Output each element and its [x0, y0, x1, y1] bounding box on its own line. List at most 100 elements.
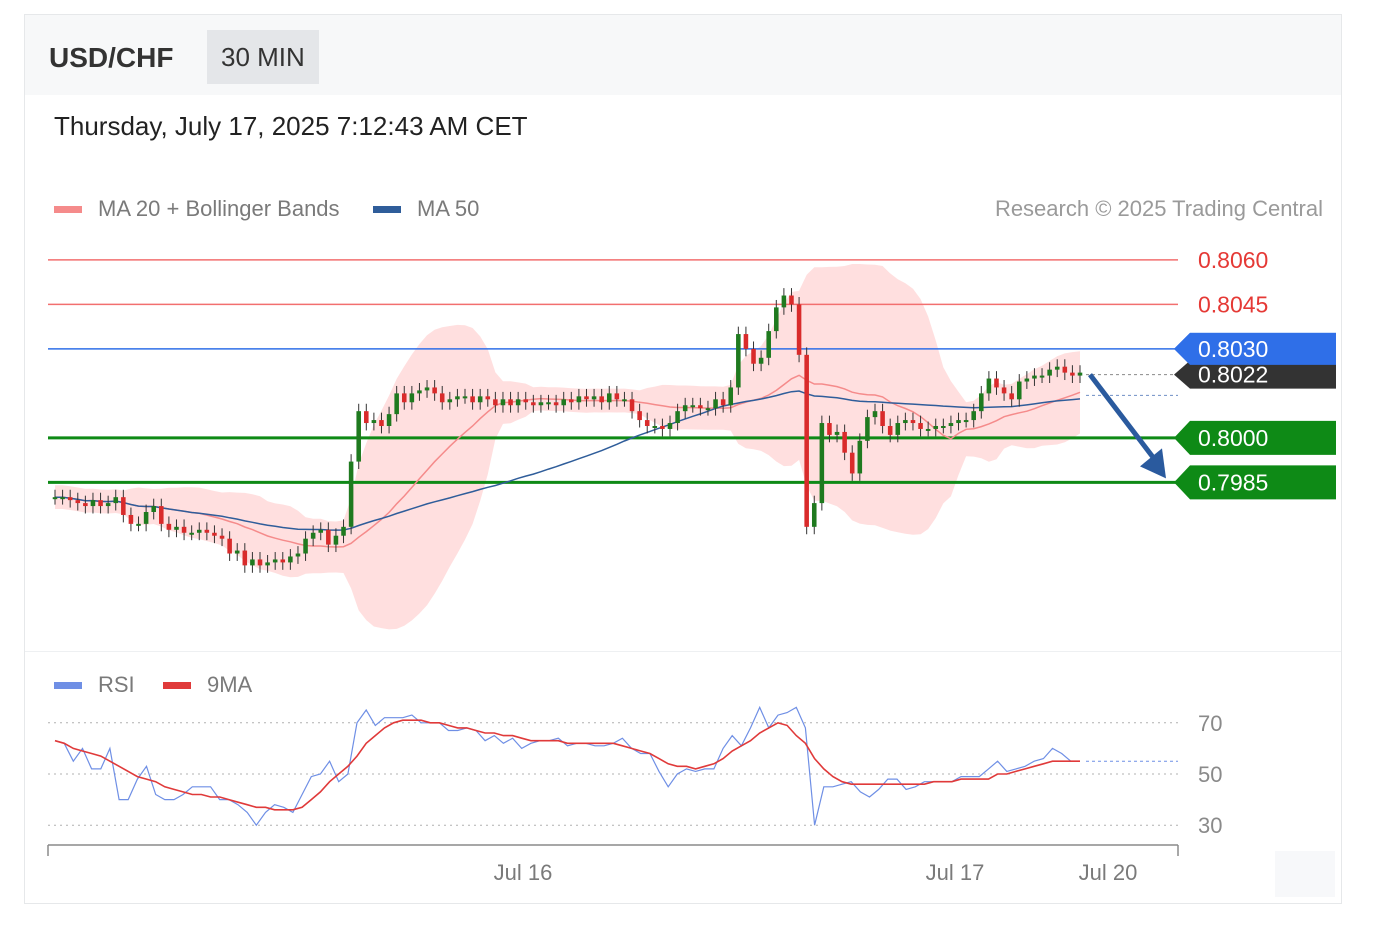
chart-card: USD/CHF 30 MIN Thursday, July 17, 2025 7…	[24, 14, 1342, 904]
candle	[356, 403, 361, 469]
level-tag-text-0.8000: 0.8000	[1198, 425, 1268, 451]
candle-body	[113, 497, 119, 504]
candle	[432, 380, 437, 401]
candle-body	[128, 514, 134, 524]
candle	[986, 371, 992, 401]
legend-ma50: MA 50	[373, 196, 479, 222]
candle-body	[910, 420, 916, 424]
candle-body	[75, 500, 81, 504]
candle	[1077, 365, 1083, 383]
candle	[751, 341, 756, 372]
candle-body	[1032, 375, 1037, 379]
candle-body	[796, 304, 802, 355]
candle	[136, 516, 141, 532]
candle-body	[895, 423, 901, 435]
ma20-label: MA 20 + Bollinger Bands	[98, 196, 340, 221]
candle-body	[857, 440, 863, 474]
candle	[1009, 385, 1014, 407]
candle-body	[371, 420, 377, 424]
candle-body	[401, 393, 407, 403]
candle	[766, 323, 771, 366]
candle-body	[455, 396, 460, 400]
candle-body	[181, 526, 187, 533]
ma20-swatch	[54, 205, 82, 213]
candle-body	[705, 408, 711, 411]
rsi-line	[54, 705, 1080, 827]
interval-button[interactable]: 30 MIN	[207, 30, 319, 84]
candle-body	[1024, 378, 1030, 382]
rsi-tick-30: 30	[1198, 813, 1222, 838]
candle	[941, 418, 946, 434]
candle-body	[318, 529, 324, 533]
rsi-tick-50: 50	[1198, 762, 1222, 787]
candle	[584, 388, 589, 407]
candle-body	[660, 426, 665, 429]
candle-body	[614, 393, 620, 400]
candle	[318, 522, 324, 541]
candle	[819, 415, 825, 511]
candle	[705, 400, 711, 416]
candle	[379, 412, 384, 434]
candle	[979, 385, 984, 419]
level-label-0.8045: 0.8045	[1198, 291, 1268, 317]
candle-body	[234, 550, 240, 554]
candle-body	[637, 411, 642, 421]
rsi-tick-70: 70	[1198, 711, 1222, 736]
candle	[789, 288, 794, 312]
candle-body	[842, 431, 847, 453]
candle-body	[166, 523, 172, 530]
candle	[128, 507, 134, 532]
candle-body	[250, 559, 255, 566]
candle-body	[887, 426, 893, 435]
x-tick-label: Jul 17	[926, 860, 985, 885]
rsi-ma-swatch	[163, 681, 191, 689]
candle	[994, 371, 999, 395]
candle	[409, 385, 415, 410]
candle-body	[667, 423, 673, 429]
candle	[918, 415, 923, 437]
candle-body	[849, 452, 855, 474]
candle	[834, 424, 840, 443]
rsi-ma-label: 9MA	[207, 672, 253, 697]
candle	[1054, 359, 1060, 378]
candle	[196, 522, 202, 541]
candle-body	[477, 396, 483, 403]
level-lines	[48, 259, 1178, 484]
pivot-tag-front	[1174, 332, 1336, 365]
candle-body	[1047, 369, 1052, 376]
candle	[204, 522, 210, 541]
bollinger-band-area	[55, 264, 1080, 630]
candle	[477, 388, 483, 410]
candle	[614, 385, 620, 407]
candle-body	[333, 535, 339, 545]
candle	[212, 525, 217, 544]
candle-body	[979, 393, 984, 412]
candle-body	[553, 402, 559, 406]
forecast-arrow-head	[1140, 448, 1166, 479]
last-price-tag	[1174, 360, 1336, 389]
candle-body	[52, 497, 58, 500]
candle-body	[105, 503, 111, 507]
candle	[713, 391, 718, 416]
candle-body	[500, 399, 506, 406]
candle-body	[758, 357, 764, 364]
x-tick-label: Jul 16	[494, 860, 553, 885]
forecast-arrow-shaft	[1088, 373, 1162, 468]
candle	[121, 489, 126, 523]
candle	[887, 418, 893, 443]
candle	[470, 388, 475, 410]
candle	[1016, 374, 1022, 407]
level-tag-text-0.7985: 0.7985	[1198, 469, 1268, 495]
candle	[758, 350, 764, 372]
candle-body	[622, 399, 627, 402]
candle	[728, 380, 734, 413]
candle-body	[90, 500, 96, 507]
candle-body	[804, 354, 809, 527]
candle	[910, 412, 916, 431]
candle-body	[493, 399, 498, 406]
candle	[796, 297, 802, 363]
last-price-text: 0.8022	[1198, 362, 1268, 388]
candle	[599, 388, 604, 410]
candle-body	[652, 426, 658, 428]
candle	[849, 445, 855, 481]
